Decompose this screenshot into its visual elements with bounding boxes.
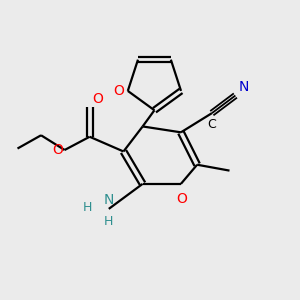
Text: C: C [208,118,216,131]
Text: N: N [103,194,114,207]
Text: H: H [83,201,93,214]
Text: O: O [176,192,187,206]
Text: O: O [52,143,63,157]
Text: O: O [93,92,104,106]
Text: H: H [104,215,113,228]
Text: O: O [113,84,124,98]
Text: N: N [238,80,249,94]
